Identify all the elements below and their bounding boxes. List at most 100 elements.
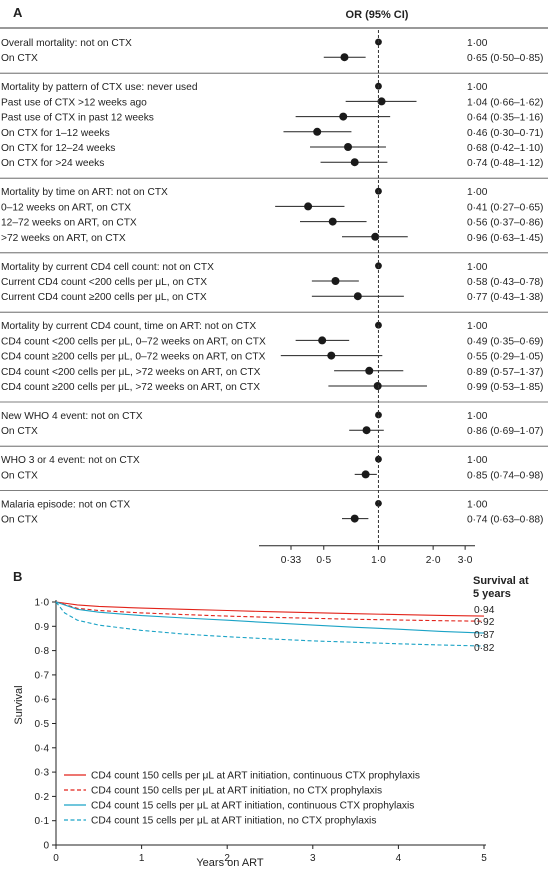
row-estimate-text: 0·41 (0·27–0·65) <box>467 202 543 213</box>
row-estimate-text: 0·96 (0·63–1·45) <box>467 233 543 244</box>
x-tick-label: 5 <box>481 853 487 864</box>
end-label-2: 0·92 <box>474 617 495 628</box>
y-tick-label: 0·1 <box>35 816 50 827</box>
row-label: On CTX for 1–12 weeks <box>1 128 110 139</box>
row-estimate-text: 0·65 (0·50–0·85) <box>467 53 543 64</box>
survival-legend: CD4 count 150 cells per μL at ART initia… <box>64 771 420 827</box>
end-header-line-2: 5 years <box>473 588 511 600</box>
row-label: Past use of CTX in past 12 weeks <box>1 113 154 124</box>
row-estimate-text: 0·99 (0·53–1·85) <box>467 382 543 393</box>
row-label: Current CD4 count ≥200 cells per μL, on … <box>1 292 207 303</box>
or-point <box>377 97 386 106</box>
x-tick-label: 3 <box>310 853 316 864</box>
x-tick-label: 0·33 <box>281 555 302 566</box>
row-label: On CTX <box>1 470 38 481</box>
series-line-3 <box>55 601 485 634</box>
row-label: Mortality by pattern of CTX use: never u… <box>1 82 198 93</box>
row-label: Past use of CTX >12 weeks ago <box>1 97 147 108</box>
y-tick-label: 0·5 <box>35 719 50 730</box>
row-estimate-text: 0·89 (0·57–1·37) <box>467 367 543 378</box>
legend-label-1: CD4 count 150 cells per μL at ART initia… <box>91 771 420 782</box>
or-point <box>362 426 371 435</box>
x-axis-title: Years on ART <box>196 857 264 869</box>
or-point <box>304 202 313 211</box>
row-label: CD4 count <200 cells per μL, 0–72 weeks … <box>1 336 266 347</box>
x-tick-label: 3·0 <box>458 555 473 566</box>
row-label: CD4 count <200 cells per μL, >72 weeks o… <box>1 367 261 378</box>
row-label: 0–12 weeks on ART, on CTX <box>1 202 131 213</box>
row-label: WHO 3 or 4 event: not on CTX <box>1 455 140 466</box>
row-label: >72 weeks on ART, on CTX <box>1 233 126 244</box>
y-tick-label: 0 <box>43 841 49 852</box>
row-estimate-text: 0·56 (0·37–0·86) <box>467 218 543 229</box>
x-tick-label: 2 <box>224 853 230 864</box>
row-estimate-text: 0·55 (0·29–1·05) <box>467 352 543 363</box>
y-tick-label: 0·4 <box>35 743 50 754</box>
or-point <box>331 277 340 285</box>
row-label: On CTX <box>1 53 38 64</box>
row-estimate-text: 1·00 <box>467 262 488 273</box>
row-label: CD4 count ≥200 cells per μL, 0–72 weeks … <box>1 352 266 363</box>
or-point <box>361 470 370 479</box>
y-tick-label: 0·3 <box>35 768 50 779</box>
end-label-4: 0·82 <box>474 643 495 654</box>
row-estimate-text: 0·49 (0·35–0·69) <box>467 336 543 347</box>
or-point <box>339 112 348 121</box>
x-tick-label: 2·0 <box>426 555 441 566</box>
y-tick-label: 0·7 <box>35 670 50 681</box>
y-tick-label: 0·2 <box>35 792 50 803</box>
end-label-3: 0·87 <box>474 630 495 641</box>
row-estimate-text: 1·04 (0·66–1·62) <box>467 97 543 108</box>
row-estimate-text: 0·74 (0·48–1·12) <box>467 158 543 169</box>
end-header-line-1: Survival at <box>473 575 529 587</box>
or-point <box>350 514 359 523</box>
or-point <box>373 382 382 390</box>
or-point <box>328 217 337 226</box>
x-tick-label: 0·5 <box>316 555 331 566</box>
row-label: On CTX <box>1 426 38 437</box>
row-estimate-text: 1·00 <box>467 187 488 198</box>
row-estimate-text: 0·46 (0·30–0·71) <box>467 128 543 139</box>
series-line-1 <box>55 601 485 617</box>
row-label: Mortality by current CD4 cell count: not… <box>1 262 214 273</box>
row-label: Mortality by time on ART: not on CTX <box>1 187 168 198</box>
row-estimate-text: 1·00 <box>467 499 488 510</box>
row-estimate-text: 1·00 <box>467 455 488 466</box>
or-point <box>313 127 322 136</box>
row-label: On CTX <box>1 515 38 526</box>
row-label: On CTX for 12–24 weeks <box>1 143 115 154</box>
row-label: Current CD4 count <200 cells per μL, on … <box>1 277 207 288</box>
panel-b-label: B <box>13 569 22 584</box>
end-label-1: 0·94 <box>474 605 495 616</box>
y-tick-label: 1·0 <box>35 598 50 609</box>
survival-axes: 0 0·1 0·2 0·3 0·4 0·5 0·6 0·7 0·8 0·9 1·0 0 1 2 3 4 5 <box>35 598 488 865</box>
or-point <box>375 500 382 507</box>
or-point <box>340 53 349 62</box>
x-tick-label: 4 <box>396 853 402 864</box>
series-line-2 <box>55 601 485 622</box>
row-label: Malaria episode: not on CTX <box>1 499 130 510</box>
row-estimate-text: 0·86 (0·69–1·07) <box>467 426 543 437</box>
row-label: New WHO 4 event: not on CTX <box>1 411 143 422</box>
row-estimate-text: 0·77 (0·43–1·38) <box>467 292 543 303</box>
or-point <box>371 232 380 241</box>
y-axis-title: Survival <box>13 685 25 724</box>
or-point <box>344 143 353 151</box>
row-estimate-text: 0·68 (0·42–1·10) <box>467 143 543 154</box>
row-label: CD4 count ≥200 cells per μL, >72 weeks o… <box>1 382 260 393</box>
row-estimate-text: 0·58 (0·43–0·78) <box>467 277 543 288</box>
panel-a-label: A <box>13 5 23 20</box>
row-label: 12–72 weeks on ART, on CTX <box>1 218 137 229</box>
or-point <box>318 336 327 345</box>
x-tick-label: 1·0 <box>371 555 386 566</box>
row-estimate-text: 1·00 <box>467 321 488 332</box>
row-estimate-text: 1·00 <box>467 82 488 93</box>
y-tick-label: 0·6 <box>35 695 50 706</box>
or-point <box>327 351 336 360</box>
survival-lines: 0·940·92 0·87 0·82 <box>55 601 495 654</box>
legend-label-3: CD4 count 15 cells per μL at ART initiat… <box>91 801 414 812</box>
x-tick-label: 0 <box>53 853 59 864</box>
or-point <box>375 455 382 463</box>
y-tick-label: 0·9 <box>35 622 50 633</box>
